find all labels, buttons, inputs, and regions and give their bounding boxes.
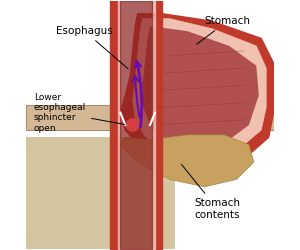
Text: Stomach: Stomach (197, 16, 250, 44)
Polygon shape (142, 26, 259, 150)
Text: Esophagus: Esophagus (56, 26, 128, 69)
Polygon shape (120, 14, 274, 174)
Text: Stomach
contents: Stomach contents (182, 164, 241, 220)
Polygon shape (155, 105, 274, 130)
Text: Lower
esophageal
sphincter
open: Lower esophageal sphincter open (34, 92, 125, 133)
Circle shape (127, 119, 139, 131)
Polygon shape (26, 105, 116, 130)
Polygon shape (26, 137, 175, 248)
Polygon shape (120, 135, 254, 187)
Polygon shape (133, 19, 266, 162)
